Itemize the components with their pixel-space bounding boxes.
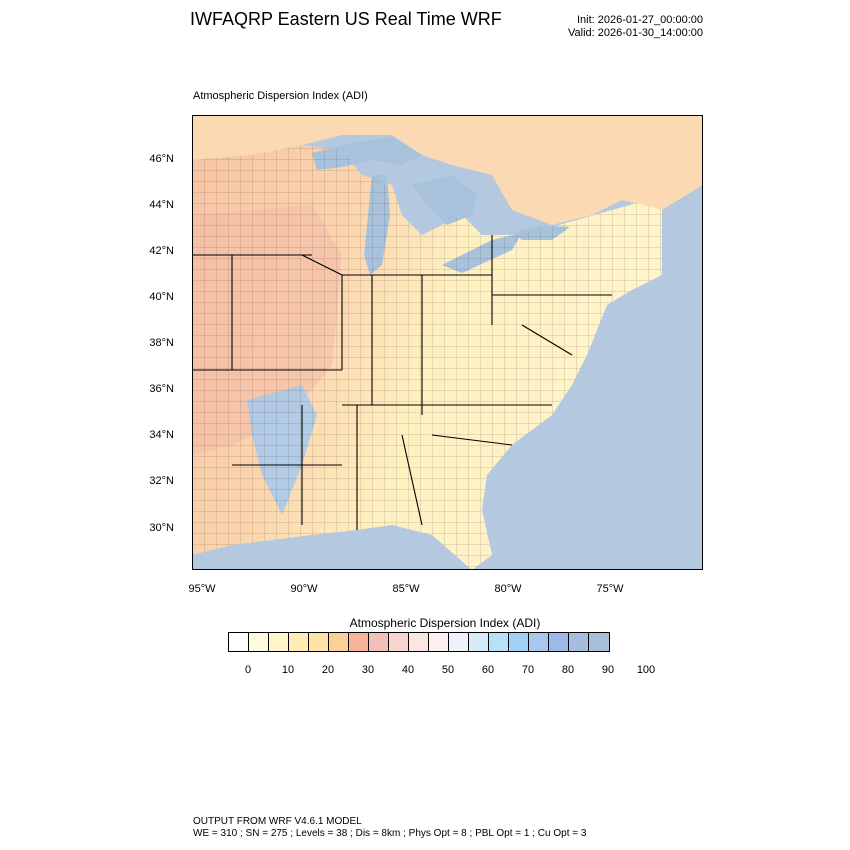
colorbar-tick: 20: [321, 664, 335, 676]
colorbar-tick: 30: [361, 664, 375, 676]
map-svg: [192, 115, 703, 570]
colorbar: [228, 632, 610, 652]
colorbar-tick: 50: [441, 664, 455, 676]
colorbar-cell: [589, 633, 609, 651]
colorbar-tick: 60: [481, 664, 495, 676]
colorbar-tick: 90: [601, 664, 615, 676]
colorbar-cell: [289, 633, 309, 651]
colorbar-cell: [429, 633, 449, 651]
map-subtitle: Atmospheric Dispersion Index (ADI): [193, 90, 368, 102]
footer-line-1: OUTPUT FROM WRF V4.6.1 MODEL: [193, 816, 362, 827]
colorbar-cell: [489, 633, 509, 651]
colorbar-cell: [369, 633, 389, 651]
colorbar-cell: [269, 633, 289, 651]
lat-label: 44°N: [149, 199, 174, 211]
lon-label: 75°W: [596, 583, 624, 595]
valid-time: Valid: 2026-01-30_14:00:00: [568, 27, 703, 39]
colorbar-cell: [349, 633, 369, 651]
colorbar-cell: [569, 633, 589, 651]
colorbar-cell: [389, 633, 409, 651]
init-time: Init: 2026-01-27_00:00:00: [577, 14, 703, 26]
lat-label: 32°N: [149, 475, 174, 487]
colorbar-tick: 80: [561, 664, 575, 676]
colorbar-cell: [509, 633, 529, 651]
county-lines: [192, 145, 662, 570]
run-times: Init: 2026-01-27_00:00:00 Valid: 2026-01…: [568, 14, 703, 40]
lat-label: 30°N: [149, 522, 174, 534]
state-borders: [192, 235, 612, 530]
map-frame: [192, 115, 703, 570]
lat-label: 42°N: [149, 245, 174, 257]
colorbar-tick: 10: [281, 664, 295, 676]
colorbar-cell: [529, 633, 549, 651]
lon-label: 90°W: [290, 583, 318, 595]
map-panel: [192, 115, 703, 570]
colorbar-title: Atmospheric Dispersion Index (ADI): [349, 616, 541, 630]
lat-label: 34°N: [149, 429, 174, 441]
lon-label: 95°W: [188, 583, 216, 595]
footer-line-2: WE = 310 ; SN = 275 ; Levels = 38 ; Dis …: [193, 828, 587, 839]
colorbar-cell: [229, 633, 249, 651]
lon-label: 85°W: [392, 583, 420, 595]
colorbar-tick: 100: [636, 664, 656, 676]
colorbar-tick: 0: [244, 664, 252, 676]
page-title: IWFAQRP Eastern US Real Time WRF: [190, 9, 502, 29]
colorbar-cell: [549, 633, 569, 651]
colorbar-cell: [409, 633, 429, 651]
colorbar-cell: [469, 633, 489, 651]
lat-label: 38°N: [149, 337, 174, 349]
colorbar-tick: 40: [401, 664, 415, 676]
lat-label: 36°N: [149, 383, 174, 395]
model-footer: OUTPUT FROM WRF V4.6.1 MODEL WE = 310 ; …: [193, 816, 586, 840]
colorbar-cell: [249, 633, 269, 651]
colorbar-cell: [309, 633, 329, 651]
colorbar-cell: [329, 633, 349, 651]
lake-huron: [412, 175, 477, 225]
lon-label: 80°W: [494, 583, 522, 595]
colorbar-tick: 70: [521, 664, 535, 676]
lat-label: 40°N: [149, 291, 174, 303]
lat-label: 46°N: [149, 153, 174, 165]
colorbar-cell: [449, 633, 469, 651]
canada-region: [192, 115, 703, 225]
